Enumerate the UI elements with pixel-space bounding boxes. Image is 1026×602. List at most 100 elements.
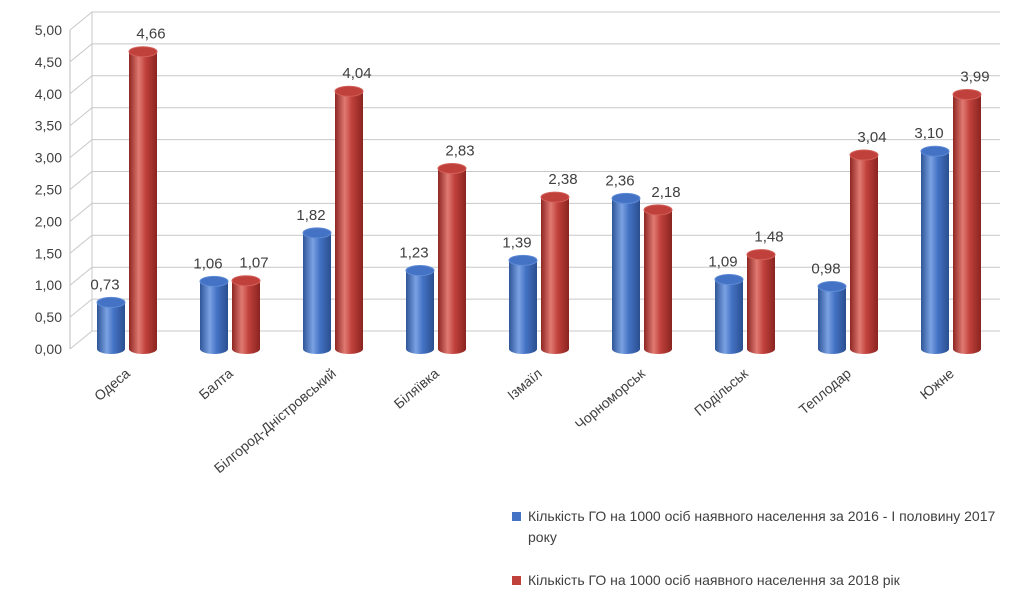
bar-red-body <box>232 280 260 349</box>
bar-red-body <box>953 94 981 349</box>
x-tick-label: Чорноморськ <box>572 364 649 432</box>
data-label: 2,38 <box>548 171 577 188</box>
bar-chart: 0,00 0,50 1,00 1,50 2,00 2,50 3,00 3,50 4,00 4,50… <box>35 11 1000 476</box>
bar-blue-body <box>612 198 640 349</box>
y-tick-label: 0,50 <box>35 309 62 325</box>
data-label: 1,82 <box>296 207 325 224</box>
bar-red-top <box>952 88 982 100</box>
gridline-diagonal <box>69 43 93 63</box>
bar-red-top <box>334 85 364 97</box>
y-tick-label: 3,50 <box>35 118 62 134</box>
bar-blue-top <box>96 296 126 308</box>
data-label: 0,98 <box>811 260 840 277</box>
bar-red-body <box>850 155 878 349</box>
x-tick-label: Подільськ <box>691 364 752 418</box>
bar-blue-top <box>508 254 538 266</box>
data-label: 1,06 <box>193 255 222 272</box>
data-label: 1,09 <box>708 253 737 270</box>
y-tick-label: 2,00 <box>35 213 62 229</box>
y-tick-label: 0,00 <box>35 341 62 357</box>
bar-blue-top <box>611 192 641 204</box>
bar-red-body <box>129 51 157 349</box>
bar-red-body <box>438 168 466 349</box>
bar-blue-base <box>921 344 949 354</box>
bar-red-top <box>746 249 776 261</box>
bar-red-base <box>129 344 157 354</box>
x-tick-label: Ізмаїл <box>504 365 545 403</box>
x-tick-label: Біляївка <box>391 365 443 412</box>
legend-swatch-blue <box>512 512 521 521</box>
bar-blue-base <box>509 344 537 354</box>
bar-red-base <box>335 344 363 354</box>
bar-blue-body <box>200 281 228 349</box>
bar-blue-body <box>509 260 537 349</box>
legend-item-series-2: Кількість ГО на 1000 осіб наявного насел… <box>512 570 1022 591</box>
y-tick-label: 1,50 <box>35 245 62 261</box>
bar-red-body <box>644 209 672 349</box>
gridline-diagonal <box>69 107 93 127</box>
gridline-diagonal <box>69 298 93 318</box>
bar-blue-body <box>97 302 125 349</box>
bar-red-base <box>953 344 981 354</box>
bar-blue-base <box>715 344 743 354</box>
x-tick-label: Теплодар <box>796 365 854 418</box>
data-label: 3,04 <box>857 129 886 146</box>
bars <box>96 46 982 354</box>
gridline-diagonal <box>69 330 93 350</box>
y-tick-label: 5,00 <box>35 22 62 38</box>
data-label: 1,39 <box>502 234 531 251</box>
data-label: 3,99 <box>960 68 989 85</box>
y-tick-label: 1,00 <box>35 277 62 293</box>
bar-blue-top <box>199 275 229 287</box>
gridline-diagonal <box>69 171 93 190</box>
legend: Кількість ГО на 1000 осіб наявного насел… <box>512 506 1022 591</box>
bar-red-top <box>643 204 673 216</box>
data-label: 4,04 <box>342 65 371 82</box>
gridline-diagonal <box>69 234 93 254</box>
y-tick-label: 2,50 <box>35 182 62 198</box>
bar-red-base <box>541 344 569 354</box>
gridline-diagonal <box>69 139 93 158</box>
bar-red-top <box>128 46 158 58</box>
gridline-diagonal <box>69 75 93 95</box>
bar-blue-body <box>303 232 331 349</box>
x-tick-label: Одеса <box>91 365 133 404</box>
bar-blue-base <box>97 344 125 354</box>
bar-blue-base <box>200 344 228 354</box>
bar-blue-body <box>406 270 434 349</box>
legend-label-series-2: Кількість ГО на 1000 осіб наявного насел… <box>528 572 900 588</box>
data-label: 2,18 <box>651 184 680 201</box>
bar-red-base <box>438 344 466 354</box>
bar-blue-body <box>921 151 949 349</box>
bar-blue-top <box>405 265 435 277</box>
bar-red-body <box>747 254 775 349</box>
legend-item-series-1: Кількість ГО на 1000 осіб наявного насел… <box>512 506 1022 548</box>
bar-blue-body <box>715 279 743 349</box>
y-tick-label: 4,00 <box>35 86 62 102</box>
data-label: 0,73 <box>90 276 119 293</box>
bar-red-body <box>541 197 569 349</box>
bar-red-body <box>335 91 363 350</box>
bar-red-base <box>232 344 260 354</box>
bar-red-top <box>849 149 879 161</box>
bar-blue-top <box>714 273 744 285</box>
gridline-diagonal <box>69 11 93 31</box>
data-label: 1,07 <box>239 255 268 272</box>
data-label: 1,23 <box>399 245 428 262</box>
bar-blue-top <box>920 145 950 157</box>
bar-blue-base <box>406 344 434 354</box>
data-label: 2,83 <box>445 142 474 159</box>
gridline-diagonal <box>69 203 93 222</box>
bar-blue-base <box>612 344 640 354</box>
y-tick-label: 3,00 <box>35 150 62 166</box>
bar-blue-base <box>303 344 331 354</box>
data-label: 3,10 <box>914 125 943 142</box>
bar-blue-top <box>302 227 332 239</box>
bar-red-base <box>850 344 878 354</box>
bar-red-top <box>437 162 467 174</box>
bar-blue-base <box>818 344 846 354</box>
data-label: 4,66 <box>136 26 165 43</box>
gridline-diagonal <box>69 266 93 286</box>
bar-red-base <box>747 344 775 354</box>
data-label: 2,36 <box>605 172 634 189</box>
